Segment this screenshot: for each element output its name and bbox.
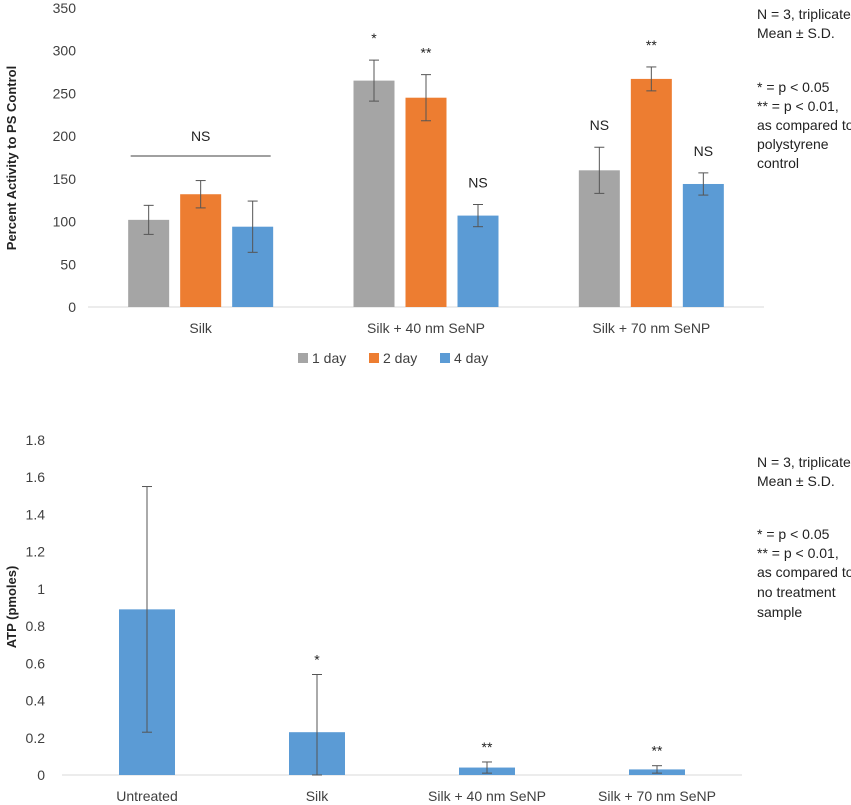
significance-label: *: [314, 652, 320, 668]
y-tick-label: 0.8: [26, 618, 46, 634]
significance-label: **: [652, 743, 663, 759]
bar: [180, 194, 222, 307]
y-tick-label: 100: [53, 214, 77, 230]
annotation-note: as compared to: [757, 564, 851, 580]
y-tick-label: 1: [37, 581, 45, 597]
bar: [353, 80, 395, 307]
y-axis-title: Percent Activity to PS Control: [4, 66, 19, 250]
bar: [457, 215, 499, 307]
y-tick-label: 0: [37, 767, 45, 783]
y-tick-label: 1.2: [26, 544, 46, 560]
significance-label: **: [421, 45, 432, 61]
y-tick-label: 0.4: [26, 693, 46, 709]
annotation-note: N = 3, triplicates.: [757, 454, 851, 470]
y-tick-label: 300: [53, 43, 77, 59]
annotation-note: ** = p < 0.01,: [757, 98, 839, 114]
bar: [630, 78, 672, 307]
significance-label: NS: [694, 143, 713, 159]
annotation-note: Mean ± S.D.: [757, 473, 835, 489]
annotation-note: no treatment: [757, 584, 836, 600]
x-category-label: Silk + 70 nm SeNP: [592, 320, 710, 336]
legend-label: 4 day: [454, 350, 488, 366]
y-tick-label: 50: [60, 256, 76, 272]
x-category-label: Untreated: [116, 788, 177, 804]
bar: [405, 97, 447, 307]
significance-label: **: [482, 739, 493, 755]
legend-label: 2 day: [383, 350, 417, 366]
y-tick-label: 0: [68, 299, 76, 315]
y-tick-label: 200: [53, 128, 77, 144]
annotation-note: control: [757, 155, 799, 171]
y-tick-label: 1.8: [26, 432, 46, 448]
x-category-label: Silk + 70 nm SeNP: [598, 788, 716, 804]
annotation-note: ** = p < 0.01,: [757, 545, 839, 561]
annotation-note: Mean ± S.D.: [757, 25, 835, 41]
y-tick-label: 350: [53, 0, 77, 16]
annotation-note: N = 3, triplicates.: [757, 6, 851, 22]
x-category-label: Silk + 40 nm SeNP: [367, 320, 485, 336]
significance-label: NS: [590, 117, 609, 133]
y-tick-label: 0.6: [26, 655, 46, 671]
y-tick-label: 250: [53, 85, 77, 101]
annotation-note: * = p < 0.05: [757, 79, 830, 95]
y-axis-title: ATP (pmoles): [4, 566, 19, 649]
y-tick-label: 1.4: [26, 506, 46, 522]
atp-chart: 0 0.2 0.4 0.6 0.8 1 1.2 1.4 1.6 1.8 ATP (pmoles) Un…: [4, 432, 851, 804]
group-significance-label: NS: [191, 128, 210, 144]
legend-swatch: [440, 353, 450, 363]
x-category-label: Silk: [189, 320, 213, 336]
annotation-note: as compared to: [757, 117, 851, 133]
bar: [682, 183, 724, 307]
annotation-note: sample: [757, 604, 802, 620]
x-category-label: Silk: [306, 788, 330, 804]
significance-label: **: [646, 37, 657, 53]
significance-label: *: [371, 30, 377, 46]
y-tick-label: 150: [53, 171, 77, 187]
legend-label: 1 day: [312, 350, 346, 366]
annotation-note: polystyrene: [757, 136, 829, 152]
annotation-note: * = p < 0.05: [757, 526, 830, 542]
y-tick-label: 0.2: [26, 730, 46, 746]
activity-chart: 0 50 100 150 200 250 300 350 Percent Activity to…: [4, 0, 851, 366]
y-tick-label: 1.6: [26, 469, 46, 485]
legend-swatch: [298, 353, 308, 363]
significance-label: NS: [468, 174, 487, 190]
legend-swatch: [369, 353, 379, 363]
x-category-label: Silk + 40 nm SeNP: [428, 788, 546, 804]
